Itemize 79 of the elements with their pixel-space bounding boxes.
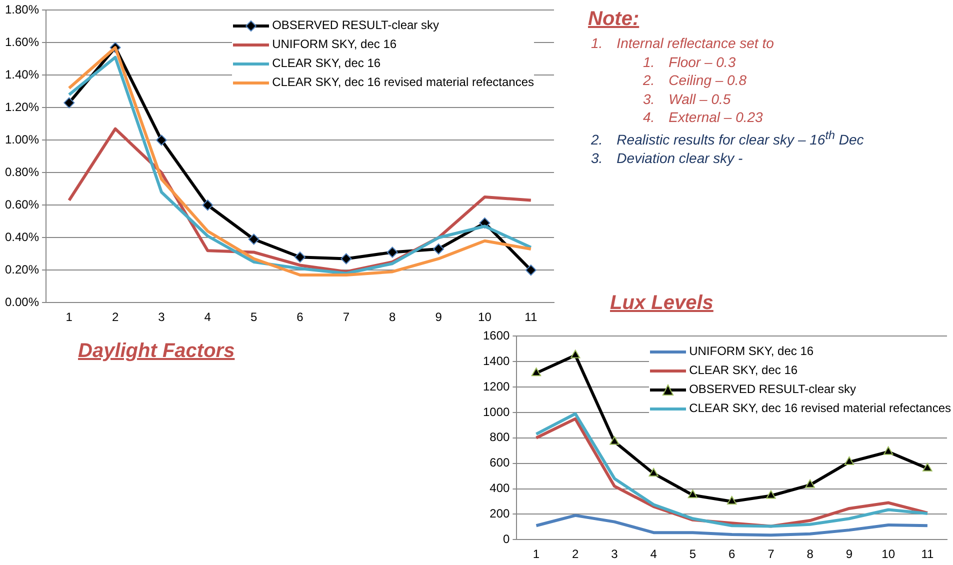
text: Daylight Factors [78,340,235,363]
legend-label: CLEAR SKY, dec 16 revised material refectances [689,400,951,418]
legend-label: OBSERVED RESULT-clear sky [689,381,856,398]
x-tick-label: 7 [768,547,775,562]
point [340,253,352,264]
y-tick-label: 1200 [482,379,510,394]
y-tick-label: 1000 [482,404,510,419]
x-tick-label: 9 [846,547,853,562]
y-tick-label: 1600 [482,328,510,343]
x-tick-label: 4 [204,310,212,324]
x-tick-label: 5 [250,310,258,324]
x-tick-label: 3 [611,547,618,562]
x-tick-label: 4 [650,547,658,562]
x-tick-label: 3 [158,310,166,324]
x-tick-label: 11 [921,547,934,562]
y-tick-label: 0.40% [4,230,40,244]
point [727,496,737,504]
point [202,200,214,211]
y-tick-label: 0.80% [4,164,40,179]
y-tick-label: 1.80% [4,2,40,17]
text: 1. Internal reflectance set to [590,34,775,52]
y-tick-label: 600 [490,456,510,470]
x-tick-label: 7 [342,310,350,324]
x-tick-label: 9 [435,310,442,324]
legend-label: CLEAR SKY, dec 16 revised material refectances [272,74,534,92]
point [531,368,542,376]
x-tick-label: 8 [389,310,396,324]
x-tick-label: 2 [112,310,119,324]
point [294,252,306,263]
point [433,243,444,254]
x-tick-label: 5 [689,547,696,562]
y-tick-label: 1.60% [4,35,40,49]
point [64,97,75,108]
text: Note: [588,8,640,31]
x-tick-label: 8 [806,547,814,562]
point [844,456,854,466]
legend-label: OBSERVED RESULT-clear sky [272,17,440,34]
y-tick-label: 0.60% [4,197,40,212]
point [525,264,536,276]
y-tick-label: 1.00% [4,132,40,146]
chart-title: Lux Levels [610,292,714,315]
y-tick-label: 1.20% [4,100,40,114]
x-tick-label: 2 [572,547,580,562]
x-tick-label: 11 [524,310,538,324]
legend-label: CLEAR SKY, dec 16 [689,362,798,380]
y-tick-label: 1.40% [4,67,40,82]
y-tick-label: 1400 [482,354,510,368]
text: 4. External – 0.23 [642,108,764,126]
point [922,462,932,472]
point [805,479,815,488]
x-tick-label: 6 [728,547,736,562]
y-tick-label: 0.20% [4,262,40,276]
point [156,134,167,146]
point [248,234,260,245]
text: 1. Floor – 0.3 [642,52,737,71]
point [386,246,398,258]
text: 2. Realistic results for clear sky – 16$^{th}$ Dec [590,128,864,149]
y-tick-label: 400 [490,481,510,496]
point [688,490,698,498]
y-tick-label: 800 [490,430,510,444]
x-tick-label: 1 [66,310,73,324]
x-tick-label: 10 [478,310,492,324]
x-tick-label: 1 [532,547,540,562]
legend-label: UNIFORM SKY, dec 16 [689,343,814,360]
point [570,350,580,358]
text: 2. Ceiling – 0.8 [642,71,748,90]
point [883,446,894,455]
text: 3. Deviation clear sky - [590,148,744,168]
point [610,436,620,445]
text: 3. Wall – 0.5 [642,90,732,108]
x-tick-label: 6 [296,310,304,324]
point [648,468,658,476]
x-tick-label: 10 [882,547,896,562]
legend-label: UNIFORM SKY, dec 16 [272,36,397,54]
legend-label: CLEAR SKY, dec 16 [272,55,381,72]
point [766,490,776,499]
y-tick-label: 0 [503,532,510,546]
y-tick-label: 0.00% [4,294,40,309]
y-tick-label: 200 [490,506,510,520]
